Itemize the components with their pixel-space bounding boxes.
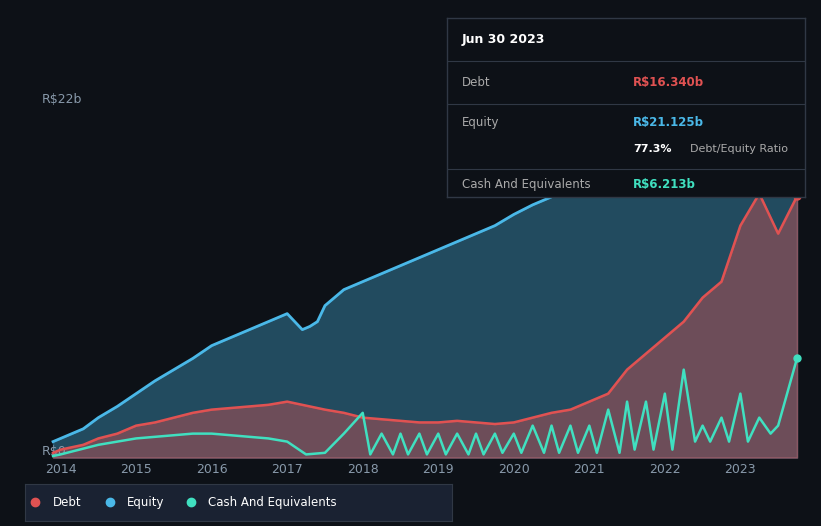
Text: R$16.340b: R$16.340b <box>633 76 704 89</box>
Text: R$6.213b: R$6.213b <box>633 178 696 191</box>
Text: R$0: R$0 <box>42 444 67 458</box>
Text: Debt: Debt <box>461 76 490 89</box>
Text: Cash And Equivalents: Cash And Equivalents <box>209 496 337 509</box>
Text: R$21.125b: R$21.125b <box>633 116 704 129</box>
Text: Debt: Debt <box>53 496 81 509</box>
Text: R$22b: R$22b <box>42 93 82 106</box>
Text: Cash And Equivalents: Cash And Equivalents <box>461 178 590 191</box>
Text: Jun 30 2023: Jun 30 2023 <box>461 33 545 46</box>
Text: 77.3%: 77.3% <box>633 144 672 154</box>
Text: Debt/Equity Ratio: Debt/Equity Ratio <box>690 144 788 154</box>
Text: Equity: Equity <box>127 496 164 509</box>
Text: Equity: Equity <box>461 116 499 129</box>
